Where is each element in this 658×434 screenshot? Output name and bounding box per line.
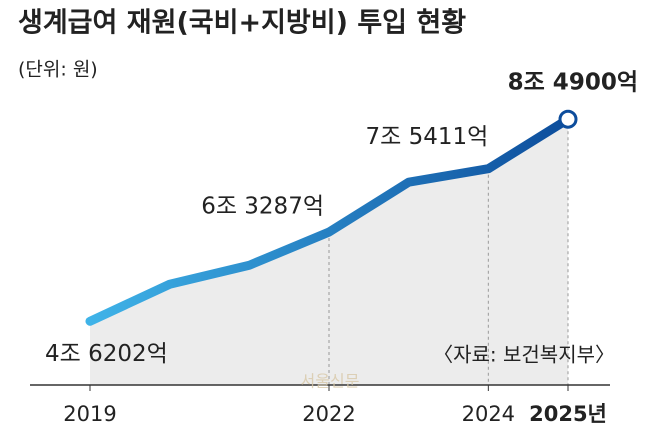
x-tick-label: 2019	[63, 402, 116, 426]
chart-subtitle: (단위: 원)	[18, 59, 98, 81]
value-label: 7조 5411억	[366, 124, 489, 150]
watermark: 서울신문	[301, 372, 360, 391]
value-label: 4조 6202억	[45, 341, 168, 367]
x-tick-label: 2022	[302, 402, 355, 426]
x-tick-label: 2024	[462, 402, 515, 426]
line	[85, 114, 573, 326]
end-marker	[558, 109, 578, 129]
chart-title: 생계급여 재원(국비+지방비) 투입 현황	[18, 8, 466, 39]
x-tick-label: 2025년	[529, 402, 607, 426]
source: 〈자료: 보건복지부〉	[433, 343, 615, 367]
value-label: 8조 4900억	[508, 70, 638, 96]
value-label: 6조 3287억	[201, 194, 324, 220]
